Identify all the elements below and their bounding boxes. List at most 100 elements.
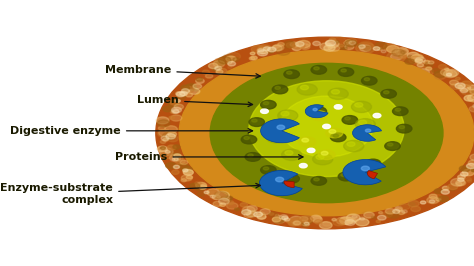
Circle shape bbox=[395, 207, 402, 211]
Circle shape bbox=[425, 62, 433, 67]
Circle shape bbox=[217, 60, 226, 65]
Circle shape bbox=[337, 217, 349, 225]
Circle shape bbox=[170, 111, 175, 114]
Circle shape bbox=[254, 212, 263, 217]
Circle shape bbox=[383, 91, 389, 94]
Circle shape bbox=[312, 153, 333, 165]
Circle shape bbox=[329, 130, 336, 133]
Circle shape bbox=[227, 61, 232, 64]
Circle shape bbox=[215, 58, 225, 64]
Ellipse shape bbox=[280, 96, 373, 157]
Circle shape bbox=[182, 169, 188, 172]
Circle shape bbox=[332, 218, 337, 221]
Circle shape bbox=[459, 85, 471, 91]
Circle shape bbox=[460, 172, 468, 176]
Circle shape bbox=[300, 164, 307, 168]
Circle shape bbox=[319, 222, 332, 229]
Circle shape bbox=[273, 216, 285, 223]
Circle shape bbox=[383, 44, 396, 51]
Circle shape bbox=[435, 73, 446, 80]
Circle shape bbox=[199, 185, 207, 189]
Circle shape bbox=[456, 182, 462, 186]
Circle shape bbox=[364, 78, 370, 81]
Circle shape bbox=[161, 136, 169, 140]
Circle shape bbox=[302, 222, 310, 226]
Circle shape bbox=[407, 52, 419, 59]
Circle shape bbox=[160, 147, 165, 149]
Circle shape bbox=[275, 214, 279, 217]
Circle shape bbox=[267, 47, 271, 49]
Circle shape bbox=[278, 110, 298, 121]
Circle shape bbox=[334, 105, 342, 109]
Circle shape bbox=[340, 217, 353, 225]
Circle shape bbox=[399, 54, 406, 59]
Circle shape bbox=[214, 192, 228, 199]
Circle shape bbox=[424, 60, 430, 64]
Circle shape bbox=[406, 176, 426, 186]
Circle shape bbox=[426, 67, 432, 70]
Circle shape bbox=[449, 112, 460, 119]
Circle shape bbox=[345, 44, 354, 49]
Circle shape bbox=[268, 47, 276, 52]
Circle shape bbox=[409, 203, 415, 206]
Circle shape bbox=[215, 67, 220, 70]
Circle shape bbox=[356, 218, 369, 226]
Circle shape bbox=[175, 158, 185, 164]
Circle shape bbox=[467, 94, 474, 102]
Circle shape bbox=[247, 206, 257, 211]
Circle shape bbox=[339, 45, 347, 49]
Circle shape bbox=[311, 65, 327, 74]
Circle shape bbox=[359, 41, 373, 49]
Circle shape bbox=[163, 138, 168, 142]
Circle shape bbox=[160, 140, 166, 143]
Circle shape bbox=[195, 181, 201, 185]
Circle shape bbox=[202, 70, 210, 74]
Circle shape bbox=[157, 130, 171, 137]
Circle shape bbox=[167, 136, 178, 142]
Circle shape bbox=[456, 77, 460, 80]
Circle shape bbox=[261, 166, 276, 174]
Circle shape bbox=[452, 84, 457, 87]
Circle shape bbox=[302, 138, 309, 142]
Circle shape bbox=[383, 193, 394, 200]
Circle shape bbox=[434, 71, 446, 77]
Circle shape bbox=[433, 86, 453, 97]
Circle shape bbox=[287, 176, 292, 179]
Circle shape bbox=[172, 170, 179, 174]
Circle shape bbox=[356, 43, 375, 53]
Circle shape bbox=[411, 55, 422, 61]
Wedge shape bbox=[259, 171, 302, 196]
Circle shape bbox=[247, 211, 258, 217]
Circle shape bbox=[386, 47, 393, 51]
Circle shape bbox=[361, 212, 373, 219]
Circle shape bbox=[168, 101, 179, 107]
Circle shape bbox=[408, 201, 419, 207]
Circle shape bbox=[359, 120, 367, 124]
Circle shape bbox=[447, 184, 458, 190]
Circle shape bbox=[441, 190, 449, 194]
Circle shape bbox=[163, 106, 173, 112]
Circle shape bbox=[207, 189, 219, 196]
Circle shape bbox=[223, 55, 234, 61]
Circle shape bbox=[172, 157, 178, 161]
Ellipse shape bbox=[249, 81, 404, 177]
Circle shape bbox=[284, 70, 300, 78]
Circle shape bbox=[173, 145, 180, 149]
Text: Lumen: Lumen bbox=[137, 95, 253, 107]
Circle shape bbox=[409, 56, 423, 64]
Circle shape bbox=[171, 115, 182, 121]
Circle shape bbox=[467, 85, 474, 90]
Circle shape bbox=[397, 49, 408, 55]
Circle shape bbox=[166, 163, 176, 169]
Circle shape bbox=[159, 148, 173, 156]
Circle shape bbox=[338, 68, 354, 76]
Circle shape bbox=[349, 41, 356, 45]
Circle shape bbox=[288, 220, 299, 226]
Circle shape bbox=[373, 47, 380, 51]
Circle shape bbox=[182, 167, 192, 172]
Circle shape bbox=[387, 143, 393, 146]
Circle shape bbox=[468, 160, 474, 166]
Wedge shape bbox=[343, 160, 386, 185]
Circle shape bbox=[227, 201, 234, 205]
Circle shape bbox=[400, 54, 406, 57]
